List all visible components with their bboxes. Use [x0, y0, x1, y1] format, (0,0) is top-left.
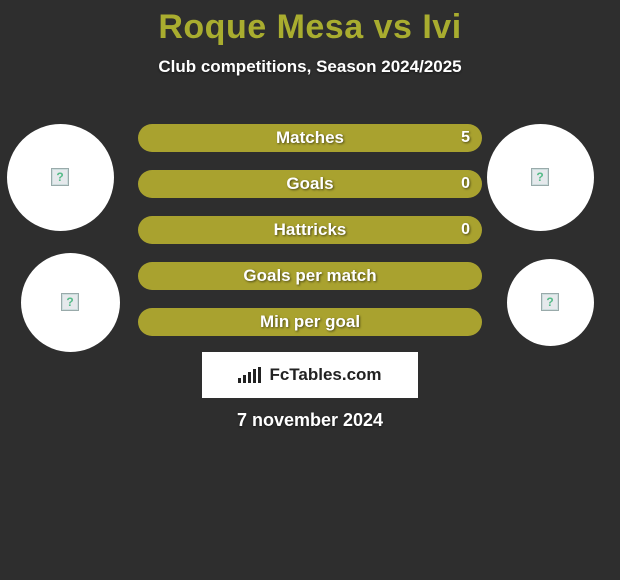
stat-bar: Matches 5 [138, 124, 482, 152]
stat-bar: Hattricks 0 [138, 216, 482, 244]
page-subtitle: Club competitions, Season 2024/2025 [0, 57, 620, 77]
stat-label: Min per goal [260, 312, 360, 332]
brand-text: FcTables.com [269, 365, 381, 385]
brand-badge: FcTables.com [202, 352, 418, 398]
stats-container: Matches 5 Goals 0 Hattricks 0 Goals per match M… [138, 124, 482, 354]
stat-label: Matches [276, 128, 344, 148]
stat-label: Goals [286, 174, 333, 194]
image-placeholder-icon: ? [531, 168, 549, 186]
stat-value: 0 [461, 221, 470, 239]
brand-chart-icon [238, 367, 261, 383]
stat-label: Goals per match [243, 266, 376, 286]
player-avatar-bottom-right: ? [507, 259, 594, 346]
stat-bar: Min per goal [138, 308, 482, 336]
player-avatar-top-right: ? [487, 124, 594, 231]
stat-value: 0 [461, 175, 470, 193]
image-placeholder-icon: ? [51, 168, 69, 186]
image-placeholder-icon: ? [61, 293, 79, 311]
stat-value: 5 [461, 129, 470, 147]
date-label: 7 november 2024 [237, 410, 383, 431]
stat-bar: Goals per match [138, 262, 482, 290]
image-placeholder-icon: ? [541, 293, 559, 311]
stat-label: Hattricks [274, 220, 347, 240]
player-avatar-bottom-left: ? [21, 253, 120, 352]
stat-bar: Goals 0 [138, 170, 482, 198]
page-title: Roque Mesa vs Ivi [0, 8, 620, 47]
player-avatar-top-left: ? [7, 124, 114, 231]
